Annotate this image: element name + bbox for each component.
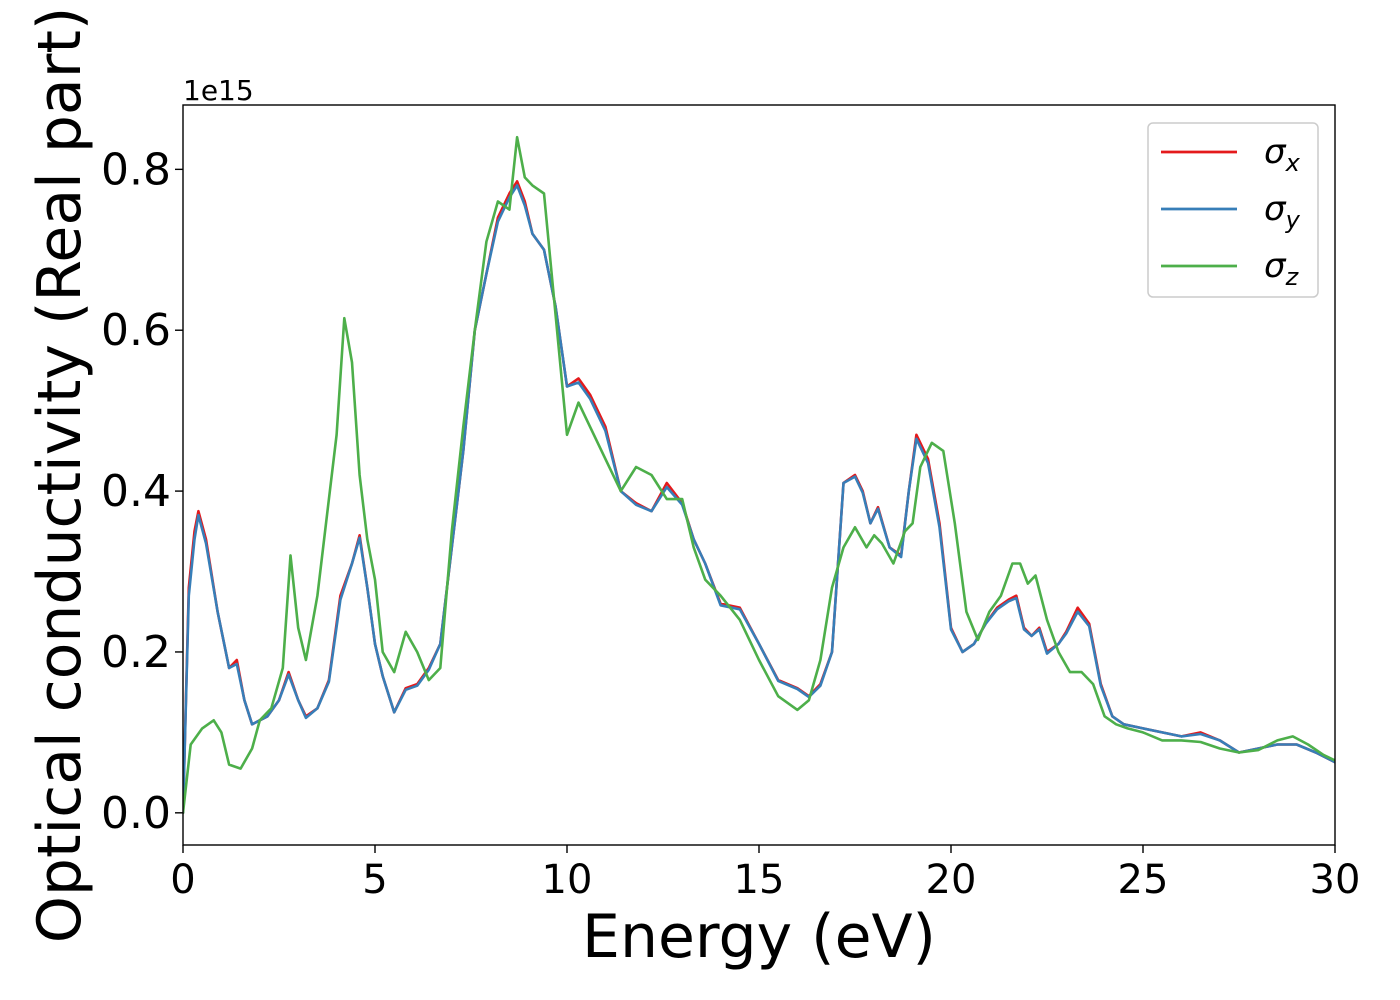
y-axis: 0.0 0.2 0.4 0.6 0.8 — [101, 144, 183, 839]
y-tick-label: 0.2 — [101, 627, 171, 678]
y-offset-label: 1e15 — [183, 74, 254, 107]
y-tick-label: 0.0 — [101, 788, 171, 839]
legend-label: σy — [1264, 189, 1301, 234]
x-tick-label: 15 — [734, 857, 785, 903]
legend-label: σx — [1264, 132, 1301, 177]
x-tick-label: 5 — [362, 857, 387, 903]
x-tick-label: 20 — [926, 857, 977, 903]
y-tick-label: 0.4 — [101, 466, 171, 517]
x-axis-label: Energy (eV) — [582, 902, 936, 972]
legend: σx σy σz — [1147, 122, 1319, 298]
legend-label: σz — [1264, 246, 1300, 291]
series-layer — [183, 135, 1335, 815]
x-tick-label: 30 — [1310, 857, 1361, 903]
y-tick-label: 0.8 — [101, 144, 171, 195]
x-axis: 0 5 10 15 20 25 30 — [170, 845, 1360, 903]
y-axis-label: Optical conductivity (Real part) — [25, 7, 95, 944]
series-line-2 — [183, 184, 1335, 815]
x-tick-label: 10 — [542, 857, 593, 903]
y-tick-label: 0.6 — [101, 305, 171, 356]
x-tick-label: 25 — [1118, 857, 1169, 903]
series-line-3 — [183, 135, 1335, 815]
x-tick-label: 0 — [170, 857, 195, 903]
